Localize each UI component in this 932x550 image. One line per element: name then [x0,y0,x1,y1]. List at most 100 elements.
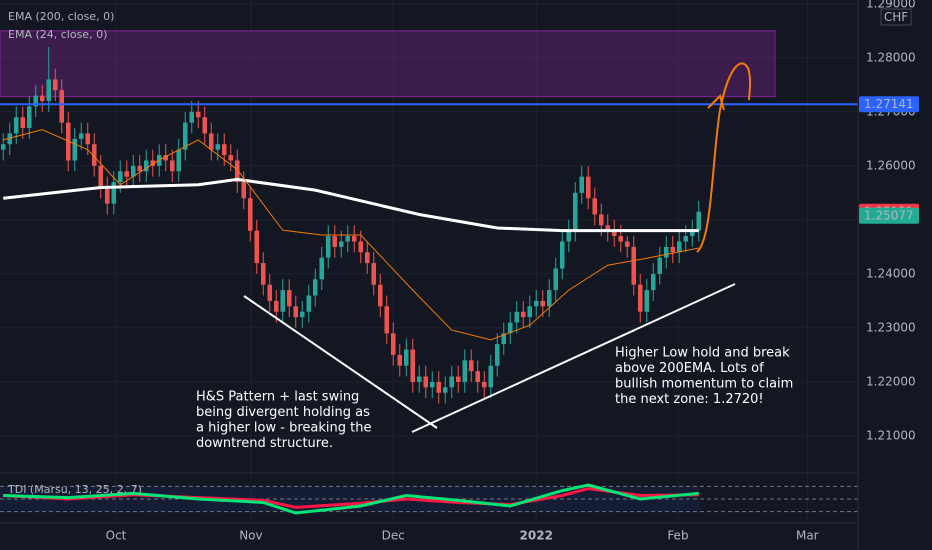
candle-body [637,284,643,312]
candle-body [208,133,214,150]
candle-body [150,160,156,166]
x-tick-label: Mar [796,529,819,543]
candle-body [501,333,507,345]
candle-body [293,306,299,318]
y-tick-label: 1.23000 [866,320,916,334]
candle-body [273,300,279,312]
candle-body [475,371,481,382]
candle-body [338,241,344,247]
candle-body [319,257,325,280]
ema-line [3,177,699,233]
annotation-line: bullish momentum to claim [615,377,793,392]
y-tick-label: 1.24000 [866,266,916,280]
candle-body [397,354,403,366]
candle-body [358,241,364,253]
candle-body [384,306,390,334]
candle-body [689,230,695,237]
legend-entry: EMA (24, close, 0) [8,28,107,41]
candle-body [520,311,526,318]
price-axis-bg [858,0,932,550]
candle-body [481,381,487,388]
candle-body [189,111,195,123]
annotation-line: above 200EMA. Lots of [615,361,764,376]
candle-body [20,117,26,129]
candle-body [176,149,182,172]
projection-arrow [696,62,752,253]
candle-body [585,176,591,199]
candle-body [137,165,143,172]
candle-body [416,376,422,382]
candle-body [449,376,455,388]
drawings [243,62,752,433]
candle-body [494,344,500,366]
candle-body [78,133,84,139]
candle-body [364,252,370,264]
annotation-line: Higher Low hold and break [615,346,790,361]
indicator-line [3,483,699,515]
candle-body [0,144,6,150]
candle-body [117,171,123,183]
x-tick-label: 2022 [520,529,553,543]
candle-body [390,333,396,355]
arrow-head [707,94,725,111]
candle-body [351,236,357,242]
trend-line [243,295,438,429]
y-tick-label: 1.28000 [866,50,916,64]
target-zone [0,30,776,98]
candle-body [104,187,110,204]
candle-body [299,311,305,318]
candle-body [111,182,117,204]
candle-body [572,192,578,231]
candle-body [260,263,266,285]
candle-body [371,263,377,285]
ema-line [3,129,699,341]
plot-area [0,30,858,404]
candle-body [579,176,585,193]
price-axis: 1.290001.280001.270001.260001.250001.240… [859,0,919,442]
candle-body [657,257,663,274]
candle-body [527,306,533,318]
candle-body [377,284,383,307]
candle-body [605,225,611,231]
candle-body [286,290,292,307]
candle-body [247,198,253,231]
candle-body [598,214,604,226]
x-tick-label: Nov [239,529,262,543]
y-tick-label: 1.21000 [866,428,916,442]
candle-body [124,171,130,177]
candle-body [618,236,624,242]
candle-body [91,144,97,166]
y-tick-label: 1.29000 [866,0,916,10]
candle-body [566,230,572,242]
candle-body [72,138,78,161]
candle-body [254,230,260,264]
candle-body [241,182,247,199]
candle-body [514,311,520,323]
candle-body [33,95,39,107]
candle-body [221,144,227,156]
candle-body [280,290,286,312]
candle-body [676,241,682,253]
candle-body [163,155,169,161]
currency-box [880,8,912,26]
currency: CHF [884,10,908,24]
legend-entry: EMA (200, close, 0) [8,10,114,23]
annotation-line: downtrend structure. [196,436,333,451]
y-tick-label: 1.26000 [866,158,916,172]
candle-body [98,165,104,188]
candle-body [624,241,630,247]
candle-body [13,117,19,134]
candle-body [7,133,13,145]
y-tick-label: 1.22000 [866,374,916,388]
candle-body [670,246,676,253]
candle-body [312,279,318,296]
price-label: 1.25077 [864,209,914,223]
candle-body [228,155,234,161]
candle-body [533,300,539,307]
candle-body [429,381,435,388]
candle-body [436,381,442,393]
candle-body [345,236,351,242]
